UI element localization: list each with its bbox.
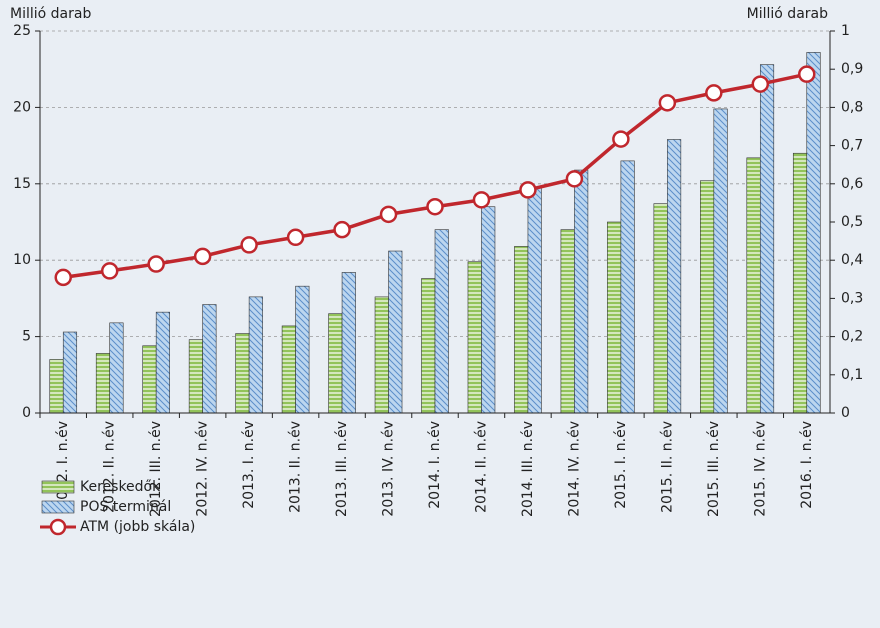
bar — [235, 333, 250, 414]
bar — [481, 206, 496, 414]
y2-tick-label: 0 — [841, 405, 850, 421]
y2-tick-label: 0,9 — [841, 61, 863, 77]
bar — [188, 339, 203, 414]
x-tick-label: 2014. I. n.év — [427, 421, 443, 509]
y2-tick-label: 0,4 — [841, 252, 863, 268]
line-marker — [426, 197, 444, 216]
bar — [295, 285, 310, 414]
y2-tick-label: 0,6 — [841, 176, 863, 192]
line-marker — [798, 65, 816, 83]
x-tick-label: 2014. II. n.év — [473, 421, 489, 513]
bar — [574, 169, 589, 414]
legend-swatch — [41, 480, 75, 494]
line-marker — [612, 130, 630, 148]
line-marker — [751, 75, 770, 93]
y2-tick-label: 0,5 — [841, 214, 863, 230]
bar — [560, 229, 575, 414]
line-marker — [472, 191, 491, 209]
x-tick-label: 2015. I. n.év — [613, 421, 629, 509]
line-marker — [565, 170, 584, 188]
y-tick-label: 10 — [13, 252, 31, 268]
x-tick-label: 2012. III. n.év — [148, 421, 164, 517]
line-marker — [705, 84, 723, 102]
legend-label: POS terminál — [80, 499, 171, 515]
bar — [248, 296, 263, 414]
legend-label: Kereskedők — [80, 479, 161, 495]
bar — [109, 322, 124, 414]
y-axis-label: Millió darab — [10, 6, 91, 22]
y2-tick-label: 0,8 — [841, 99, 863, 115]
bar — [142, 345, 157, 414]
bar — [341, 272, 356, 414]
x-tick-label: 2015. II. n.év — [659, 421, 675, 513]
y-tick-label: 25 — [13, 23, 31, 39]
y2-axis-label: Millió darab — [747, 6, 828, 22]
legend-marker — [49, 518, 67, 536]
bar — [421, 278, 436, 414]
legend-label: ATM (jobb skála) — [80, 519, 195, 535]
bar — [713, 108, 728, 414]
bar — [202, 304, 217, 414]
bar — [806, 52, 821, 414]
bar — [700, 180, 715, 414]
x-tick-label: 2013. II. n.év — [288, 421, 304, 513]
x-tick-label: 2013. III. n.év — [334, 421, 350, 517]
y2-tick-label: 0,3 — [841, 290, 863, 306]
bar — [467, 261, 482, 414]
line-marker — [147, 255, 165, 273]
x-tick-label: 2012. I. n.év — [55, 421, 71, 509]
line-marker — [54, 268, 72, 287]
y2-tick-label: 0,2 — [841, 329, 863, 345]
bar — [653, 203, 668, 414]
line-marker — [286, 228, 305, 247]
x-tick-label: 2012. IV. n.év — [195, 421, 211, 517]
bar — [607, 221, 622, 414]
line-marker — [333, 220, 351, 239]
y-tick-label: 5 — [22, 329, 31, 345]
y-tick-label: 15 — [13, 176, 31, 192]
bar — [792, 152, 808, 414]
legend-swatch — [41, 500, 75, 514]
line-marker — [240, 236, 258, 254]
x-tick-label: 2012. II. n.év — [102, 421, 118, 513]
line-marker — [193, 247, 212, 266]
y-tick-label: 20 — [13, 99, 31, 115]
bar — [434, 229, 449, 414]
y2-tick-label: 0,1 — [841, 367, 863, 383]
bar — [527, 186, 542, 414]
bar — [667, 139, 682, 414]
bar — [746, 157, 761, 414]
line-marker — [519, 181, 537, 199]
y-tick-label: 0 — [22, 405, 31, 421]
bar — [759, 64, 775, 414]
line-marker — [658, 94, 677, 112]
bar — [155, 311, 170, 414]
x-tick-label: 2013. IV. n.év — [381, 421, 397, 517]
y2-tick-label: 1 — [841, 23, 850, 39]
x-tick-label: 2015. IV. n.év — [752, 421, 768, 517]
bar — [62, 331, 78, 414]
bar — [620, 160, 635, 414]
bar — [388, 250, 403, 414]
line-marker — [100, 262, 119, 280]
x-tick-label: 2016. I. n.év — [799, 421, 815, 509]
x-tick-label: 2013. I. n.év — [241, 421, 257, 509]
bar — [95, 353, 111, 414]
x-tick-label: 2014. IV. n.év — [566, 421, 582, 517]
bar — [281, 325, 296, 414]
bar — [328, 313, 343, 414]
x-tick-label: 2015. III. n.év — [706, 421, 722, 517]
line-marker — [379, 205, 398, 224]
bar — [514, 246, 529, 414]
bar — [374, 296, 389, 414]
bar — [49, 359, 64, 414]
y2-tick-label: 0,7 — [841, 138, 863, 154]
x-tick-label: 2014. III. n.év — [520, 421, 536, 517]
